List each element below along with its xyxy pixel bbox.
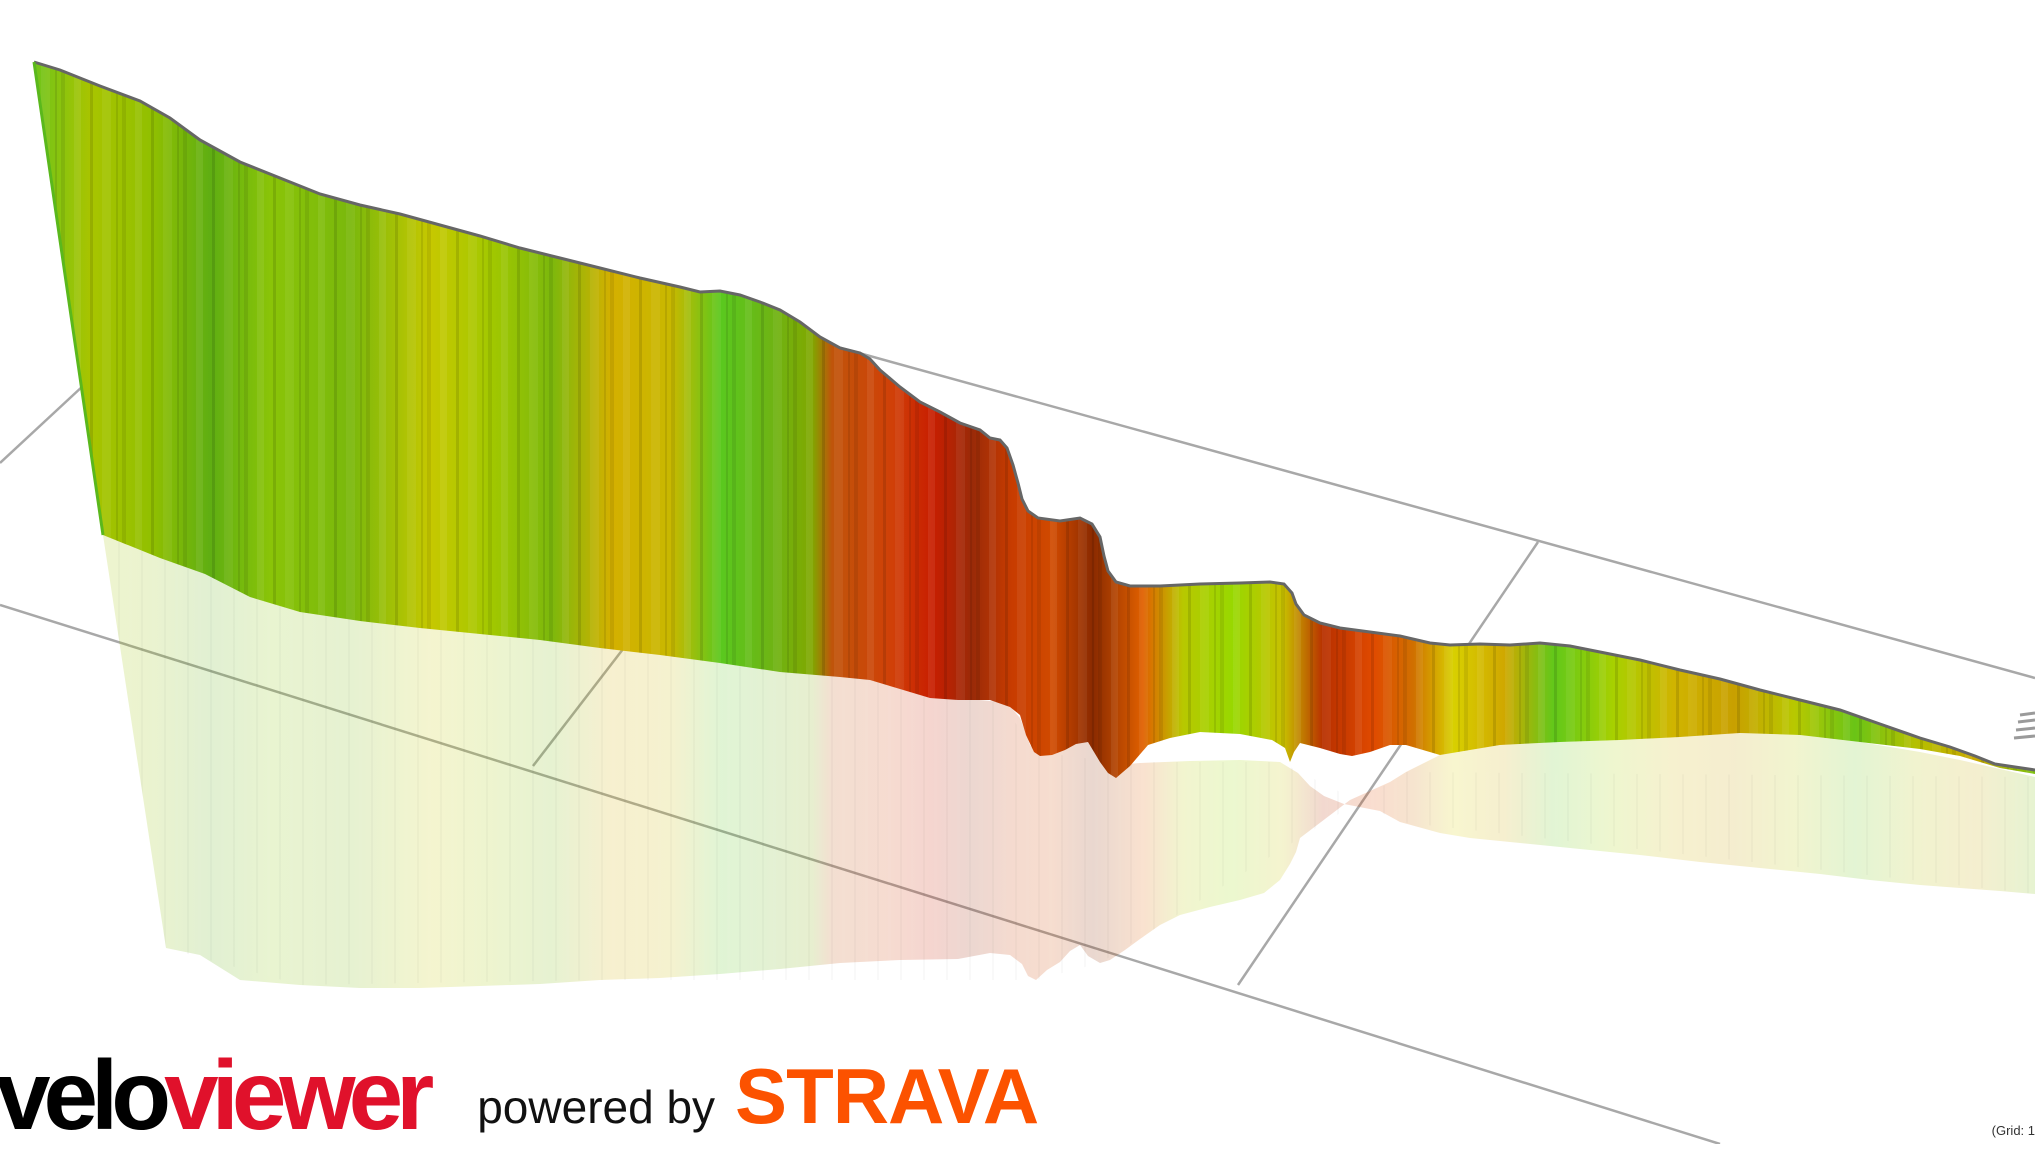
end-marker-line [2015,726,2035,732]
brand-footer: veloviewer powered by STRAVA [0,1046,1039,1144]
grid-line [811,338,2035,680]
profile-stripes [34,62,2035,778]
end-marker [2013,711,2035,740]
grid-scale-note: (Grid: 1 [1991,1123,2035,1138]
logo-text-viewer: viewer [164,1040,434,1150]
veloviewer-logo[interactable]: veloviewer [0,1046,434,1144]
grid-line [0,384,85,464]
strava-logo[interactable]: STRAVA [735,1052,1039,1140]
powered-by-label: powered by [477,1081,716,1133]
end-marker-line [2013,734,2035,740]
grid-line [1236,541,1540,986]
end-marker-line [2017,718,2035,724]
profile-outline [33,60,2035,772]
end-marker-line [2019,711,2035,717]
logo-text-velo: velo [0,1040,171,1150]
profile-start-edge [32,61,105,536]
profile-wall [32,60,2035,778]
